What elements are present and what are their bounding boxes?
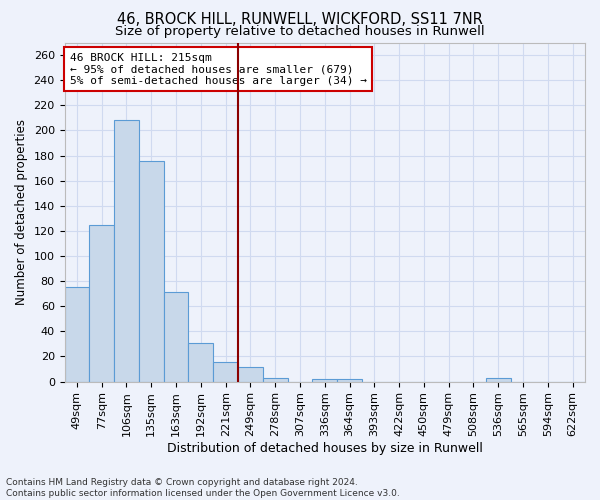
Text: 46 BROCK HILL: 215sqm
← 95% of detached houses are smaller (679)
5% of semi-deta: 46 BROCK HILL: 215sqm ← 95% of detached … bbox=[70, 52, 367, 86]
Bar bbox=[89, 224, 114, 382]
Bar bbox=[164, 292, 188, 382]
Bar bbox=[139, 160, 164, 382]
Text: 46, BROCK HILL, RUNWELL, WICKFORD, SS11 7NR: 46, BROCK HILL, RUNWELL, WICKFORD, SS11 … bbox=[117, 12, 483, 28]
Bar bbox=[337, 379, 362, 382]
Y-axis label: Number of detached properties: Number of detached properties bbox=[15, 119, 28, 305]
X-axis label: Distribution of detached houses by size in Runwell: Distribution of detached houses by size … bbox=[167, 442, 483, 455]
Bar bbox=[65, 288, 89, 382]
Bar bbox=[313, 379, 337, 382]
Text: Size of property relative to detached houses in Runwell: Size of property relative to detached ho… bbox=[115, 25, 485, 38]
Bar bbox=[263, 378, 287, 382]
Bar bbox=[486, 378, 511, 382]
Bar bbox=[213, 362, 238, 382]
Bar bbox=[238, 366, 263, 382]
Bar bbox=[114, 120, 139, 382]
Bar bbox=[188, 342, 213, 382]
Text: Contains HM Land Registry data © Crown copyright and database right 2024.
Contai: Contains HM Land Registry data © Crown c… bbox=[6, 478, 400, 498]
